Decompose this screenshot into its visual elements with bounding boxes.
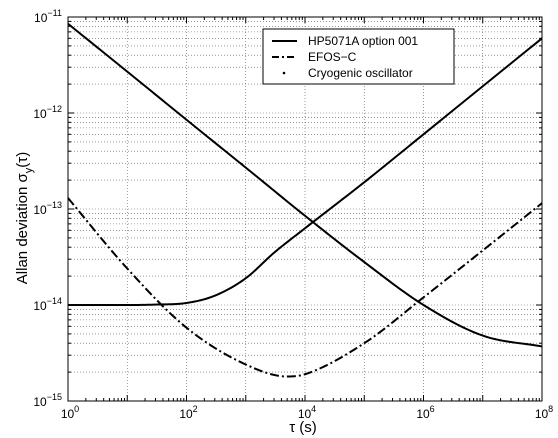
x-tick-label: 106	[416, 404, 434, 421]
x-tick-label: 100	[61, 404, 79, 421]
y-tick-label: 10−14	[33, 296, 62, 313]
x-tick-label: 108	[535, 404, 553, 421]
legend-swatch-cryogenic	[282, 71, 286, 75]
series-line-0	[67, 23, 543, 348]
data-series	[67, 23, 543, 378]
y-tick-label: 10−12	[33, 104, 62, 121]
y-axis-title: Allan deviation σy(τ)	[14, 152, 35, 284]
x-tick-label: 102	[179, 404, 197, 421]
x-tick-label: 104	[298, 404, 316, 421]
legend-label-hp5071a: HP5071A option 001	[308, 34, 418, 48]
legend-label-cryogenic: Cryogenic oscillator	[308, 66, 413, 80]
legend: HP5071A option 001 EFOS−C Cryogenic osci…	[262, 28, 455, 85]
legend-label-efos-c: EFOS−C	[308, 50, 357, 64]
y-tick-label: 10−13	[33, 200, 62, 217]
series-line-2	[68, 37, 543, 306]
y-tick-label: 10−11	[34, 8, 62, 25]
legend-box	[262, 28, 455, 85]
y-tick-labels: 10−15 10−14 10−13 10−12 10−11	[33, 8, 62, 409]
ticks	[67, 16, 543, 402]
y-tick-label: 10−15	[33, 392, 62, 409]
x-axis-title: τ (s)	[289, 419, 317, 436]
x-tick-labels: 100 102 104 106 108	[61, 404, 553, 421]
